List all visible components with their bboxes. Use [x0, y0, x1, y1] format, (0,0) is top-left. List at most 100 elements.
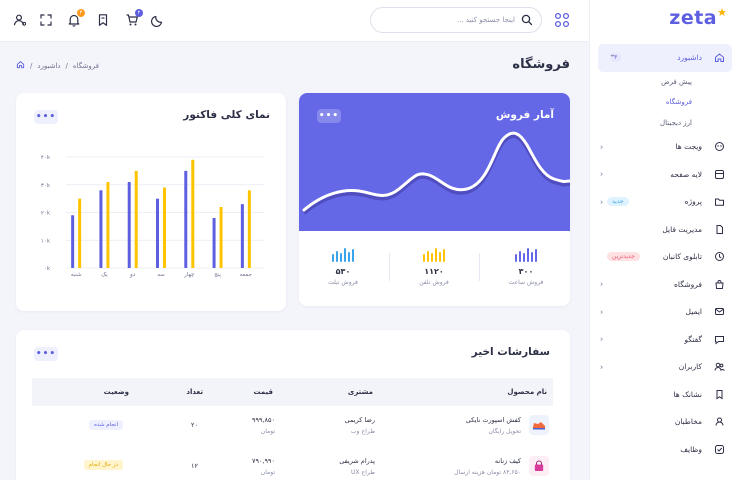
col-status: وضعیت	[103, 388, 129, 396]
divider	[389, 253, 390, 281]
page-title: فروشگاه	[512, 57, 570, 72]
sidebar-item-email[interactable]: ایمیل ‹	[590, 298, 736, 326]
search-icon	[521, 14, 533, 26]
cart-button[interactable]: ۲	[124, 9, 143, 28]
mini-bar	[348, 252, 350, 262]
brand-logo[interactable]: zeta ★	[669, 6, 728, 30]
chat-icon	[712, 332, 726, 346]
sidebar-item-contacts[interactable]: مخاطبان	[590, 408, 736, 436]
home-icon[interactable]	[16, 60, 25, 71]
chevron-left-icon: ‹	[600, 334, 604, 344]
bar	[156, 198, 159, 268]
user-icon	[13, 14, 27, 26]
sidebar-item-tasks[interactable]: وظایف	[590, 436, 736, 464]
users-icon	[712, 360, 726, 374]
customer-name: پدرام شریفی	[339, 457, 375, 465]
sidebar-item-dashboard[interactable]: داشبورد ۳ ⌄	[598, 44, 732, 72]
sidebar-item-chat[interactable]: گفتگو ‹	[590, 326, 736, 354]
notification-button[interactable]: ۴	[66, 9, 85, 28]
sidebar-item-label: نشانک ها	[673, 389, 703, 399]
sidebar-item-label: مخاطبان	[674, 417, 702, 427]
bar	[219, 206, 223, 268]
apps-grid-button[interactable]	[554, 12, 570, 28]
sidebar-item-project[interactable]: پروژه جدید ‹	[590, 188, 736, 216]
sidebar-item-label: کاربران	[678, 362, 702, 372]
sales-more-button[interactable]: •••	[317, 109, 341, 123]
chevron-left-icon: ‹	[600, 362, 604, 372]
mini-bar	[523, 252, 525, 262]
stat-label: فروش تبلت	[328, 279, 358, 286]
sidebar-item-users[interactable]: کاربران ‹	[590, 353, 736, 381]
recent-orders-card: سفارشات اخیر ••• نام محصول مشتری قیمت تع…	[16, 330, 570, 480]
fullscreen-button[interactable]	[38, 12, 54, 28]
breadcrumb: / داشبورد / فروشگاه	[16, 60, 99, 71]
search-input[interactable]	[379, 16, 515, 24]
breadcrumb-dashboard[interactable]: داشبورد	[37, 61, 61, 70]
sidebar-badge: جدیدترین	[607, 252, 640, 262]
dark-mode-button[interactable]	[150, 12, 166, 28]
status-badge: انجام شده	[89, 420, 123, 430]
price: ۹۹۹,۸۵۰	[251, 416, 275, 424]
sidebar-item-page-layers[interactable]: لایه صفحه ‹	[590, 161, 736, 189]
sidebar-item-bookmarks[interactable]: نشانک ها	[590, 381, 736, 409]
sidebar-item-widgets[interactable]: ویجت ها ‹	[590, 133, 736, 161]
user-menu-button[interactable]	[12, 12, 28, 28]
bar	[163, 187, 166, 268]
stat-value: ۱۱۲۰	[424, 267, 444, 276]
sidebar: zeta ★ داشبورد ۳ ⌄ پیش فرض فروشگاه ارز دیجیتا…	[589, 0, 736, 480]
x-tick-label: شنبه	[71, 272, 82, 278]
check-icon	[712, 442, 726, 456]
cart-icon	[126, 14, 138, 26]
product-name: کیف زنانه	[494, 457, 521, 465]
sidebar-item-label: ویجت ها	[675, 142, 702, 152]
clock-icon	[712, 250, 726, 264]
sidebar-item-label: ایمیل	[685, 307, 702, 317]
sidebar-item-label: گفتگو	[684, 334, 702, 344]
col-price: قیمت	[253, 388, 273, 396]
x-tick-label: دو	[129, 272, 136, 278]
bookmark-button[interactable]	[95, 12, 111, 28]
topbar: ۲ ۴	[0, 0, 589, 42]
sidebar-item-shop[interactable]: فروشگاه ‹	[590, 271, 736, 299]
bell-icon	[68, 14, 80, 27]
invoice-bar-chart: ۴۰k ۳۰k ۲۰k ۱۰k ۰k شنبه یک دو سه چهار پنج جمعه	[41, 155, 264, 278]
bag-icon	[712, 277, 726, 291]
price-unit: تومان	[260, 469, 275, 476]
sidebar-item-label: داشبورد	[677, 53, 702, 63]
bar	[99, 190, 103, 268]
chart-more-button[interactable]: •••	[34, 110, 58, 124]
bar	[247, 190, 251, 268]
col-customer: مشتری	[347, 388, 373, 396]
table-row[interactable]: کیف زنانه ۸۳,۶۵۰ تومان هزینه ارسال پدرام…	[32, 450, 553, 480]
orders-more-button[interactable]: •••	[34, 347, 58, 361]
mini-bar	[423, 254, 425, 262]
chevron-left-icon: ‹	[600, 307, 604, 317]
chart-title: نمای کلی فاکتور	[183, 109, 270, 121]
sidebar-subitem[interactable]: فروشگاه	[665, 98, 692, 107]
stat-label: فروش ساعت	[508, 279, 544, 286]
breadcrumb-current: فروشگاه	[72, 61, 99, 70]
sidebar-subitem[interactable]: پیش فرض	[661, 77, 692, 86]
invoice-overview-card: نمای کلی فاکتور ••• ۴۰k ۳۰k ۲۰k ۱۰k ۰k شنبه یک…	[16, 93, 286, 311]
bar	[78, 198, 82, 268]
stat-value: ۵۳۰	[335, 267, 351, 276]
table-row[interactable]: کفش اسپورت نایکی تحویل رایگان رضا کریمی …	[32, 407, 553, 441]
mini-bar	[435, 248, 437, 262]
shoe-icon	[529, 415, 549, 435]
product-name: کفش اسپورت نایکی	[465, 416, 521, 424]
contact-icon	[712, 415, 726, 429]
sidebar-item-file-manager[interactable]: مدیریت فایل	[590, 216, 736, 244]
y-tick-label: ۴۰k	[41, 155, 51, 161]
mini-bar	[427, 250, 429, 262]
chevron-left-icon: ‹	[600, 142, 604, 152]
chevron-left-icon: ‹	[600, 279, 604, 289]
sidebar-item-kanban[interactable]: تابلوی کانبان جدیدترین	[590, 243, 736, 271]
sidebar-item-label: فروشگاه	[674, 279, 702, 289]
bar	[184, 170, 188, 268]
sidebar-subitem[interactable]: ارز دیجیتال	[660, 118, 692, 127]
quantity: ۱۲	[191, 462, 198, 470]
chevron-left-icon: ‹	[600, 169, 604, 179]
mini-bar	[340, 252, 342, 262]
search-box[interactable]	[370, 7, 542, 33]
mini-bar	[535, 249, 537, 262]
